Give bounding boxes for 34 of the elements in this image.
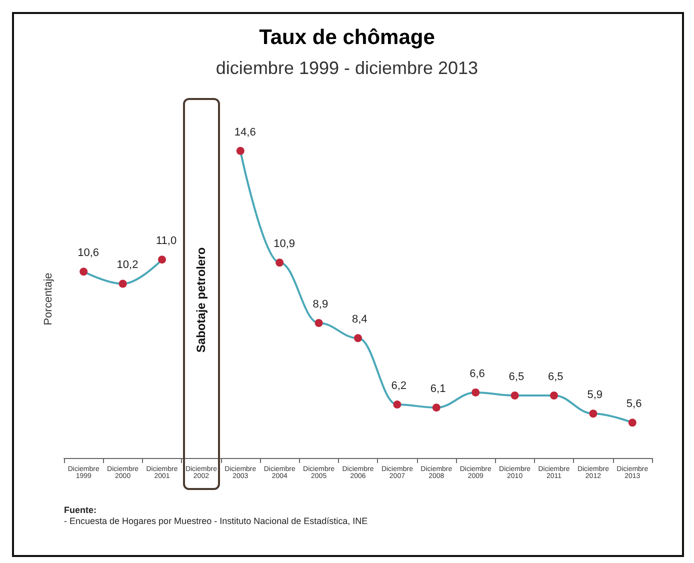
point [393, 400, 402, 409]
data-label: 10,6 [78, 247, 100, 260]
source-note: Fuente: [64, 505, 98, 516]
point [589, 410, 598, 418]
text: - Encuesta de Hogares por Muestreo - Instituto Nacional de Estadística, INE [64, 516, 368, 527]
y-axis-title: Porcentaje [42, 272, 54, 326]
point [158, 256, 166, 264]
data-label: 14,6 [234, 126, 256, 138]
data-label: 6,2 [391, 380, 406, 392]
data-label: 5,9 [587, 389, 602, 402]
data-label: 8,4 [352, 314, 368, 326]
data-label: 10,9 [274, 238, 296, 250]
data-label: 11,0 [156, 235, 177, 248]
point [628, 418, 636, 427]
data-label: 5,6 [626, 398, 642, 410]
point [432, 404, 440, 412]
chart-title: Taux de chômage [259, 26, 435, 49]
data-label: 6,1 [430, 383, 446, 396]
point [80, 268, 88, 276]
point [118, 280, 127, 288]
point [314, 319, 323, 328]
annotation: Sabotaje petrolero [194, 247, 208, 353]
point [472, 388, 480, 396]
chart-subtitle: diciembre 1999 - diciembre 2013 [216, 58, 478, 78]
data-label: 10,2 [116, 259, 138, 272]
data-label: 6,6 [470, 368, 485, 380]
point [276, 258, 284, 267]
data-label: 8,9 [312, 298, 328, 311]
data-label: 6,5 [508, 370, 524, 383]
point [550, 391, 558, 400]
point [236, 146, 244, 155]
point [510, 391, 519, 400]
data-label: 6,5 [548, 370, 564, 383]
point [354, 334, 362, 342]
